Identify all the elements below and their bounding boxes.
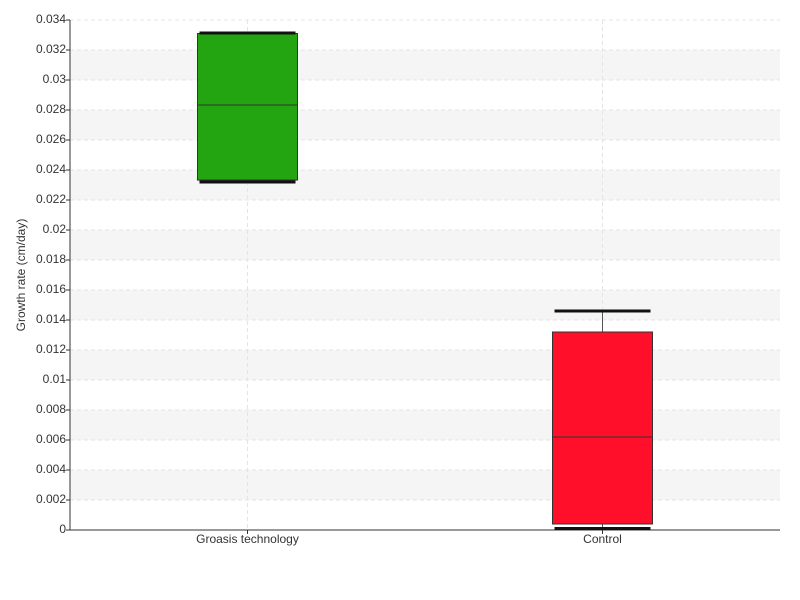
grid-band [70, 230, 780, 260]
grid-band [70, 290, 780, 320]
y-tick-label: 0.004 [36, 462, 66, 476]
y-tick-label: 0.03 [43, 72, 67, 86]
grid-band [70, 110, 780, 140]
y-tick-label: 0.034 [36, 12, 66, 26]
y-tick-label: 0.026 [36, 132, 66, 146]
x-tick-label: Groasis technology [196, 532, 299, 546]
y-tick-label: 0.016 [36, 282, 66, 296]
box [197, 33, 298, 181]
y-tick-label: 0.028 [36, 102, 66, 116]
y-tick-label: 0.002 [36, 492, 66, 506]
y-tick-label: 0.006 [36, 432, 66, 446]
y-axis-label: Growth rate (cm/day) [14, 219, 28, 332]
grid-band [70, 350, 780, 380]
y-tick-label: 0.008 [36, 402, 66, 416]
y-tick-label: 0.014 [36, 312, 66, 326]
y-tick-label: 0.032 [36, 42, 66, 56]
y-tick-label: 0.018 [36, 252, 66, 266]
y-tick-label: 0.012 [36, 342, 66, 356]
y-tick-label: 0.024 [36, 162, 66, 176]
grid-band [70, 170, 780, 200]
y-tick-label: 0.01 [43, 372, 67, 386]
plot-background [70, 19, 780, 530]
grid-band [70, 470, 780, 500]
y-tick-label: 0 [59, 522, 66, 536]
grid-band [70, 50, 780, 80]
box [552, 331, 653, 525]
y-tick-label: 0.02 [43, 222, 67, 236]
x-tick-label: Control [583, 532, 622, 546]
y-tick-label: 0.022 [36, 192, 66, 206]
grid-band [70, 410, 780, 440]
